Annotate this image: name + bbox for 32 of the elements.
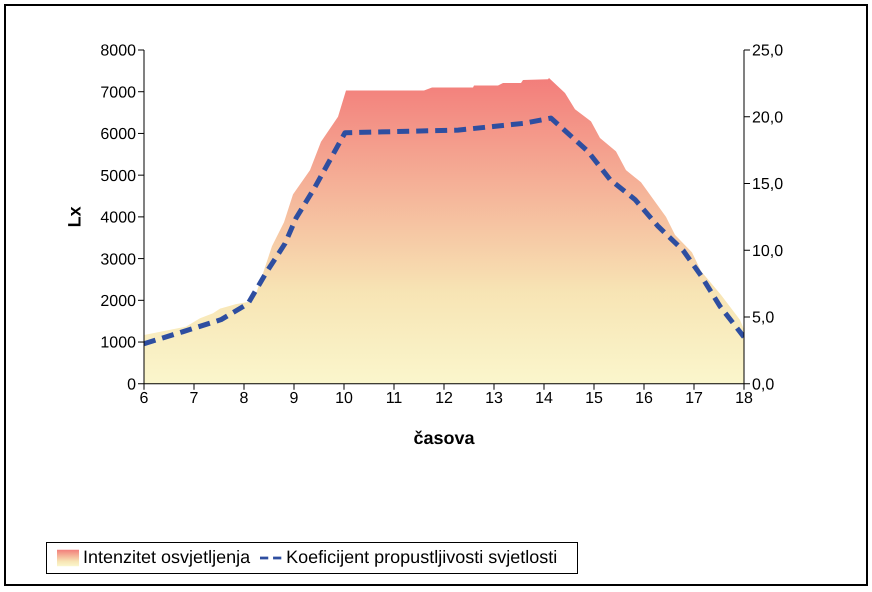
y-tick-label: 6000 <box>100 126 136 144</box>
x-axis-title: časova <box>413 428 476 448</box>
x-tick-label: 9 <box>290 390 299 408</box>
x-tick-label: 12 <box>435 390 453 408</box>
y-tick-label: 3000 <box>100 251 136 268</box>
x-tick-label: 14 <box>535 390 553 408</box>
legend-label: Koeficijent propustljivosti svjetlosti <box>286 546 558 567</box>
y2-tick-label: 20,0 <box>752 109 784 126</box>
y-tick-label: 8000 <box>100 42 136 60</box>
y-tick-label: 4000 <box>100 210 136 227</box>
y2-tick-label: 25,0 <box>752 42 784 60</box>
x-tick-label: 17 <box>685 390 703 408</box>
x-tick-label: 10 <box>335 390 353 408</box>
y-tick-label: 7000 <box>100 84 136 102</box>
y2-tick-label: 0,0 <box>752 376 774 394</box>
x-tick-label: 6 <box>140 390 149 408</box>
x-tick-label: 16 <box>635 390 653 408</box>
legend-label: Intenzitet osvjetljenja <box>83 546 250 567</box>
x-tick-label: 15 <box>585 390 603 408</box>
x-tick-label: 7 <box>190 390 199 408</box>
y2-tick-label: 10,0 <box>752 242 784 260</box>
y-tick-label: 5000 <box>100 168 136 185</box>
x-tick-label: 11 <box>386 390 402 408</box>
y-axis-title: Lx <box>64 206 84 228</box>
y-tick-label: 0 <box>127 376 136 394</box>
x-tick-label: 18 <box>735 390 753 408</box>
y-tick-label: 1000 <box>100 334 136 352</box>
y2-tick-label: 5,0 <box>752 310 774 327</box>
x-tick-label: 8 <box>240 390 249 408</box>
x-tick-label: 13 <box>485 390 503 408</box>
y-tick-label: 2000 <box>100 292 136 310</box>
y2-tick-label: 15,0 <box>752 176 784 194</box>
